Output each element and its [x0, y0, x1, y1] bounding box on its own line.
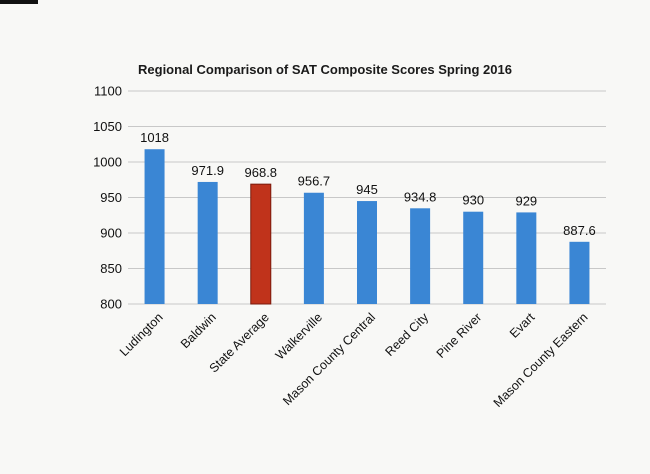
data-label: 968.8 [245, 165, 278, 180]
bar [463, 211, 484, 304]
bar [250, 183, 272, 305]
category-label: Mason County Eastern [491, 310, 591, 410]
data-label: 956.7 [298, 174, 331, 189]
data-label: 945 [356, 182, 378, 197]
y-axis-ticks: 800 850 900 950 1000 1050 1100 [93, 84, 122, 312]
category-label: Evart [507, 310, 538, 341]
y-tick-label: 900 [100, 226, 122, 241]
data-label: 934.8 [404, 189, 437, 204]
data-label: 887.6 [563, 223, 596, 238]
category-label: Baldwin [178, 310, 219, 351]
data-labels: 1018 971.9 968.8 956.7 945 934.8 930 929 887.6 [140, 130, 596, 238]
y-tick-label: 1000 [93, 155, 122, 170]
y-tick-label: 1100 [94, 84, 122, 99]
chart-title: Regional Comparison of SAT Composite Sco… [138, 62, 512, 77]
data-label: 971.9 [191, 163, 224, 178]
y-tick-label: 950 [100, 190, 122, 205]
category-label: Ludington [117, 310, 166, 359]
data-label: 930 [462, 193, 484, 208]
y-tick-label: 1050 [93, 119, 122, 134]
data-label: 1018 [140, 130, 169, 145]
bar [410, 208, 431, 304]
category-label: Reed City [383, 310, 432, 359]
category-label: Walkerville [273, 310, 325, 362]
bars [144, 149, 590, 305]
category-label: Pine River [434, 310, 485, 361]
bar [516, 212, 537, 304]
bar [357, 201, 377, 304]
bar [144, 149, 165, 304]
bar [569, 241, 590, 304]
y-tick-label: 850 [100, 261, 122, 276]
category-label: Mason County Central [280, 310, 378, 408]
y-tick-label: 800 [100, 297, 122, 312]
bar [197, 181, 218, 304]
data-label: 929 [515, 193, 537, 208]
scan-mark [0, 0, 38, 4]
bar [303, 192, 324, 304]
